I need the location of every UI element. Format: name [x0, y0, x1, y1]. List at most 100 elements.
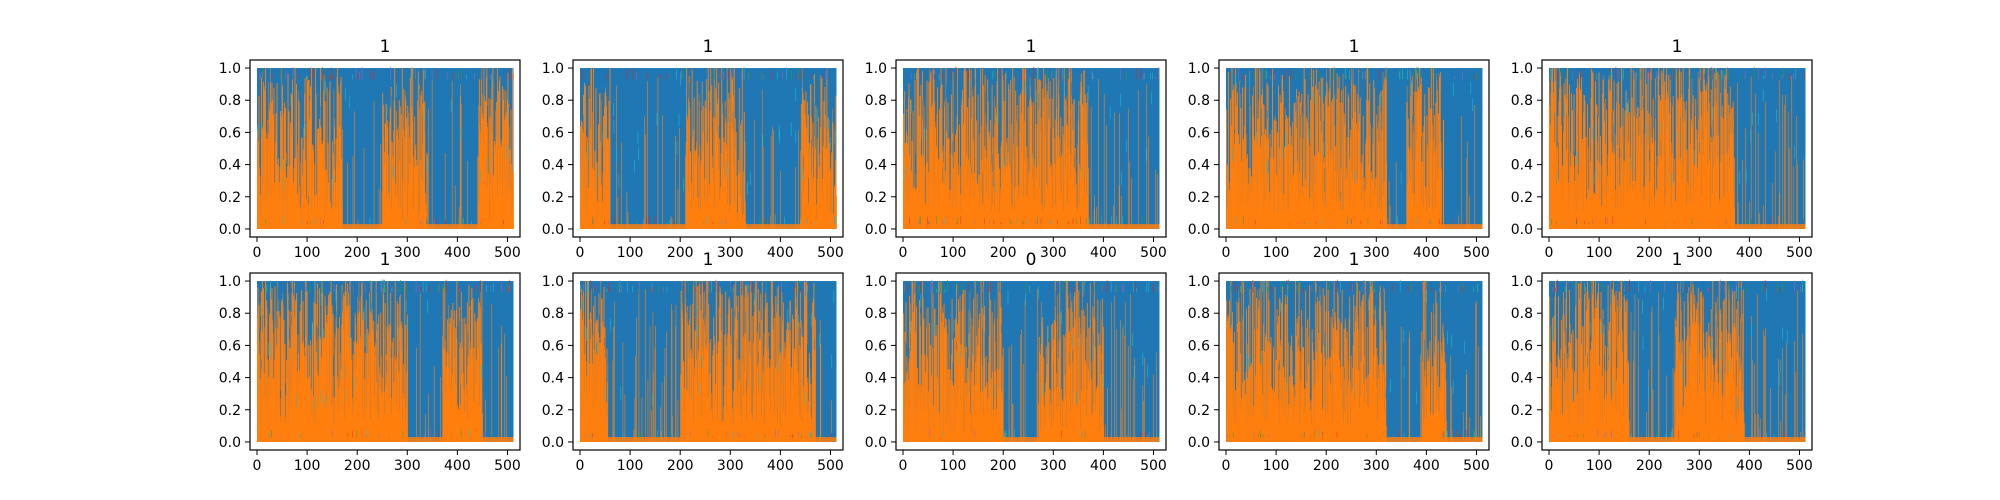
- series-bar-blue: [257, 281, 258, 300]
- series-bar-orange: [989, 136, 991, 229]
- y-tick-label: 0.8: [865, 93, 887, 109]
- series-bar-orange: [742, 281, 744, 442]
- series-bar-blue: [926, 303, 928, 328]
- series-bar-orange: [1419, 83, 1421, 229]
- series-bar-orange: [1784, 104, 1786, 229]
- series-bar-orange: [767, 348, 769, 442]
- series-bar-orange: [1266, 200, 1267, 229]
- series-bar-orange: [281, 302, 282, 442]
- series-bar-orange: [1065, 169, 1067, 229]
- series-bar-orange: [454, 327, 456, 442]
- series-bar-blue: [968, 281, 970, 304]
- series-accent: [968, 69, 969, 80]
- series-bar-orange: [1236, 103, 1237, 229]
- series-bar-orange: [1596, 105, 1598, 229]
- series-bar-orange: [1601, 205, 1603, 229]
- series-bar-blue: [497, 68, 499, 87]
- series-accent: [916, 72, 917, 80]
- series-bar-orange: [624, 394, 626, 442]
- series-bar-orange: [1127, 108, 1129, 229]
- series-bar-orange: [480, 343, 482, 442]
- series-bar-orange: [1634, 188, 1636, 229]
- series-bar-orange: [1266, 82, 1268, 229]
- series-bar-orange: [417, 100, 419, 229]
- series-accent: [1561, 68, 1563, 80]
- series-bar-orange: [1264, 134, 1266, 229]
- series-bar-orange: [777, 422, 779, 442]
- series-bar-orange: [596, 382, 598, 442]
- series-bar-orange: [1574, 181, 1576, 229]
- series-bar-orange: [811, 302, 813, 442]
- series-bar-orange: [1055, 373, 1057, 442]
- series-bar-orange: [385, 124, 387, 229]
- series-accent: [1005, 429, 1007, 442]
- series-bar-orange: [1678, 68, 1680, 229]
- series-accent: [637, 131, 639, 145]
- series-bar-blue: [921, 139, 922, 157]
- series-bar-blue: [396, 281, 398, 295]
- series-bar-orange: [321, 171, 323, 229]
- series-bar-orange: [387, 127, 389, 229]
- series-bar-orange: [1075, 353, 1077, 442]
- y-tick-label: 0.0: [219, 222, 241, 238]
- series-bar-blue: [999, 281, 1000, 289]
- series-bar-orange: [1062, 134, 1064, 229]
- series-bar-blue: [325, 68, 327, 76]
- series-accent: [345, 366, 347, 379]
- series-bar-orange: [1647, 72, 1649, 229]
- series-bar-orange: [971, 180, 973, 229]
- series-bar-blue: [989, 281, 991, 289]
- series-bar-blue: [1045, 68, 1047, 70]
- series-bar-orange: [1050, 167, 1052, 229]
- series-accent: [431, 69, 433, 80]
- series-bar-orange: [1382, 71, 1384, 229]
- series-bar-blue: [336, 281, 337, 284]
- series-accent: [309, 286, 310, 293]
- series-bar-blue: [478, 281, 480, 288]
- series-bar-blue: [1074, 155, 1075, 168]
- series-bar-blue: [271, 281, 273, 283]
- series-bar-orange: [477, 317, 479, 442]
- series-bar-orange: [480, 106, 482, 229]
- series-bar-orange: [711, 419, 713, 442]
- series-bar-orange: [469, 348, 471, 442]
- series-bar-orange: [319, 288, 321, 442]
- series-accent: [658, 284, 659, 293]
- series-bar-blue: [743, 281, 744, 290]
- series-bar-orange: [1131, 178, 1133, 229]
- series-bar-orange: [1058, 68, 1060, 229]
- series-accent: [1271, 69, 1273, 80]
- series-bar-orange: [1074, 318, 1076, 442]
- series-bar-orange: [1755, 93, 1756, 229]
- series-bar-orange: [316, 370, 318, 442]
- series-bar-orange: [963, 196, 965, 229]
- series-accent: [751, 281, 752, 293]
- series-bar-orange: [1619, 205, 1621, 229]
- series-bar-orange: [387, 307, 389, 442]
- series-bar-orange: [383, 104, 385, 229]
- series-accent: [1711, 107, 1713, 121]
- series-bar-orange: [1342, 210, 1344, 229]
- series-bar-orange: [919, 300, 920, 442]
- series-accent: [1265, 68, 1266, 80]
- series-bar-blue: [1295, 68, 1296, 78]
- series-bar-orange: [944, 100, 945, 229]
- series-bar-blue: [946, 75, 948, 109]
- series-bar-blue: [278, 281, 279, 300]
- series-bar-orange: [1072, 327, 1074, 442]
- series-bar-orange: [728, 298, 730, 442]
- series-bar-orange: [952, 339, 954, 442]
- series-bar-blue: [389, 69, 390, 81]
- series-bar-orange: [720, 293, 722, 442]
- series-bar-blue: [1590, 68, 1592, 73]
- series-accent: [652, 393, 653, 407]
- series-bar-orange: [1069, 68, 1071, 229]
- series-bar-orange: [645, 289, 646, 442]
- series-bar-orange: [1034, 201, 1036, 229]
- series-bar-orange: [744, 201, 746, 229]
- series-bar-orange: [284, 350, 285, 442]
- axes-frame: [1218, 59, 1490, 238]
- series-bar-orange: [933, 294, 935, 442]
- series-accent: [1758, 67, 1760, 80]
- series-bar-blue: [1596, 68, 1597, 78]
